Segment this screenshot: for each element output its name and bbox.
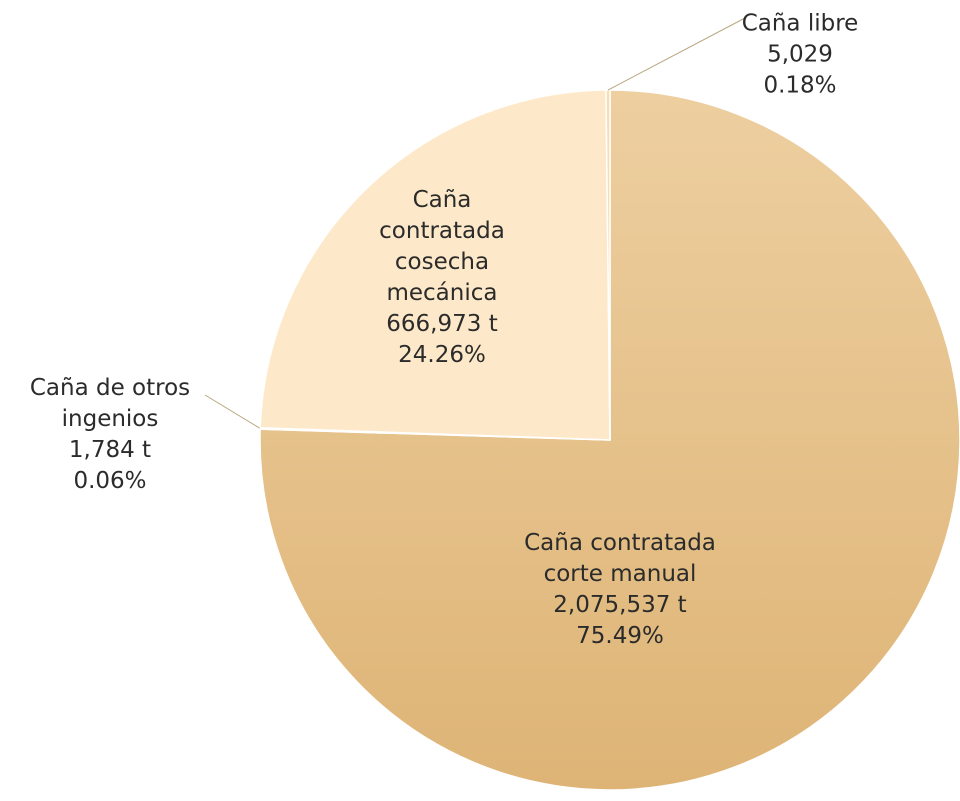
slice-label: Caña contratada cosecha mecánica 666,973 … bbox=[347, 185, 537, 371]
value-label: 1,784 t bbox=[68, 437, 152, 463]
pie-slice bbox=[259, 89, 960, 791]
percentage-label: 0.06% bbox=[73, 468, 147, 494]
slice-label: Caña de otros ingenios 1,784 t 0.06% bbox=[5, 373, 215, 497]
value-label: 666,973 t bbox=[386, 311, 498, 337]
slice-label: Caña contratada corte manual 2,075,537 t 7… bbox=[510, 528, 730, 652]
leader-line bbox=[607, 17, 746, 91]
percentage-label: 75.49% bbox=[576, 623, 664, 649]
pie-slice bbox=[259, 89, 611, 441]
slice-label: Caña libre 5,029 0.18% bbox=[720, 9, 880, 102]
percentage-label: 24.26% bbox=[398, 342, 486, 368]
category-label: Caña de otros ingenios bbox=[29, 375, 191, 432]
category-label: Caña contratada cosecha mecánica bbox=[379, 187, 505, 306]
leader-line bbox=[204, 394, 261, 429]
percentage-label: 0.18% bbox=[763, 72, 837, 99]
value-label: 5,029 bbox=[767, 41, 833, 68]
category-label: Caña contratada corte manual bbox=[524, 530, 716, 587]
value-label: 2,075,537 t bbox=[553, 592, 687, 618]
category-label: Caña libre bbox=[741, 10, 859, 37]
